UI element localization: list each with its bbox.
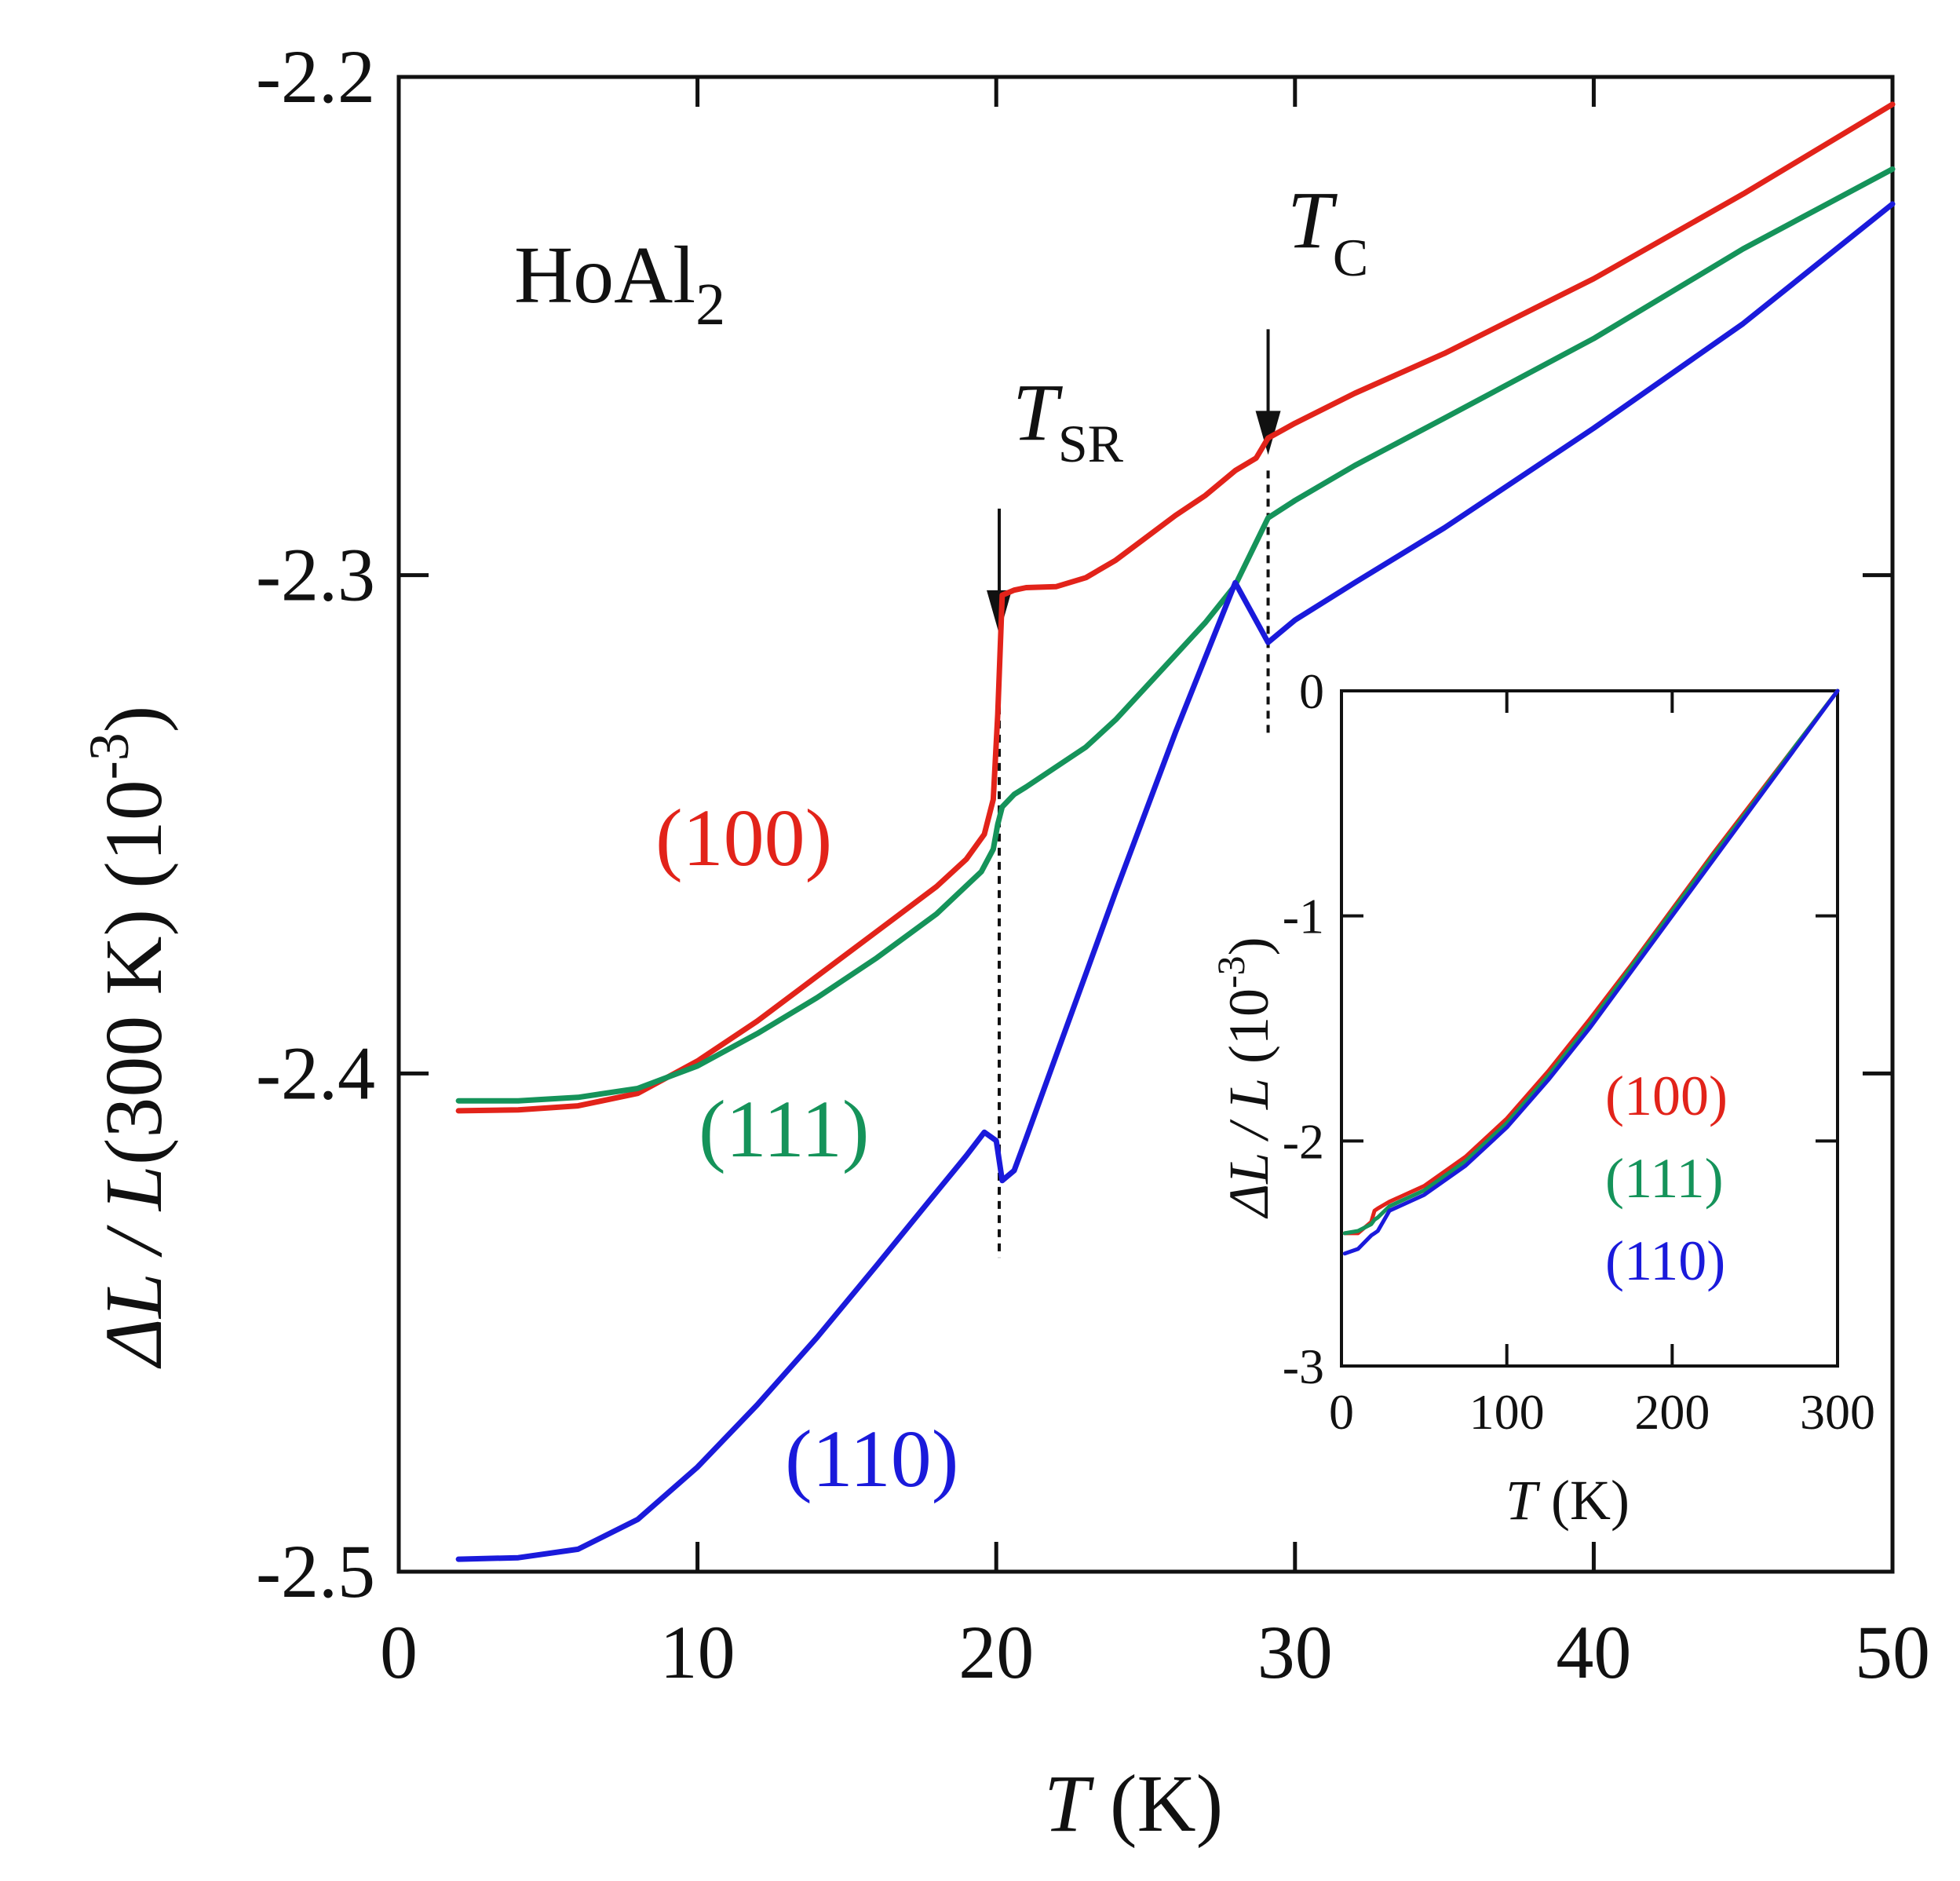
- inset-y-tick-label: -2: [1283, 1113, 1324, 1169]
- inset-ticks: 0 100 200 300 -3 -2 -1 0: [1283, 663, 1875, 1440]
- y-axis-title: ΔL / L(300 K) (10-3): [78, 706, 179, 1369]
- tc-annotation: TC: [1287, 175, 1368, 287]
- inset-series-label-100: (100): [1605, 1065, 1728, 1127]
- series-line-100: [455, 101, 1896, 1114]
- x-tick-label: 50: [1855, 1610, 1930, 1694]
- inset-series-line-110: [1342, 688, 1840, 1256]
- series-line-111: [455, 166, 1896, 1104]
- x-tick-label: 30: [1257, 1610, 1333, 1694]
- y-tick-label: -2.4: [256, 1031, 375, 1115]
- inset-series: [1342, 688, 1840, 1256]
- inset-x-tick-label: 200: [1634, 1384, 1710, 1440]
- tsr-subscript: SR: [1058, 414, 1124, 473]
- series-label-111: (111): [699, 1084, 870, 1174]
- main-plot-frame: [396, 75, 1895, 1574]
- inset-y-axis-title: ΔL / L (10-3): [1209, 937, 1280, 1219]
- x-tick-label: 10: [660, 1610, 735, 1694]
- inset-x-tick-label: 300: [1800, 1384, 1875, 1440]
- tsr-annotation: TSR: [1013, 367, 1124, 473]
- inset-y-tick-label: 0: [1299, 663, 1324, 719]
- series-line-110: [455, 201, 1896, 1562]
- x-tick-label: 40: [1556, 1610, 1631, 1694]
- inset-x-axis-title: T (K): [1506, 1469, 1630, 1532]
- main-annotations: [987, 329, 1281, 1258]
- inset-x-tick-label: 100: [1469, 1384, 1545, 1440]
- inset-y-tick-label: -1: [1283, 889, 1324, 944]
- inset-y-tick-label: -3: [1283, 1339, 1324, 1394]
- compound-label: HoAl2: [514, 230, 725, 338]
- main-ticks: 0 10 20 30 40 50-2.5-2.4-2.3-2.2: [256, 35, 1930, 1694]
- inset-series-line-111: [1342, 688, 1840, 1236]
- series-label-110: (110): [785, 1414, 958, 1504]
- inset-plot: 0 100 200 300 -3 -2 -1 0 (100) (111) (110) T (K…: [1209, 663, 1875, 1532]
- y-axis-exponent: -3: [78, 732, 141, 780]
- inset-y-axis-exponent: -3: [1209, 955, 1253, 988]
- tc-subscript: C: [1333, 228, 1368, 287]
- compound-subscript: 2: [695, 272, 725, 338]
- inset-series-label-111: (111): [1605, 1147, 1724, 1210]
- main-series: [455, 101, 1896, 1562]
- series-label-100: (100): [655, 793, 832, 883]
- inset-series-label-110: (110): [1605, 1229, 1725, 1292]
- y-tick-label: -2.2: [256, 35, 375, 119]
- x-tick-label: 20: [958, 1610, 1034, 1694]
- inset-x-tick-label: 0: [1329, 1384, 1354, 1440]
- tc-arrow-head: [1255, 411, 1281, 455]
- y-tick-label: -2.3: [256, 533, 375, 617]
- main-plot: 0 10 20 30 40 50-2.5-2.4-2.3-2.2 HoAl2 TSR TC…: [78, 35, 1930, 1849]
- y-tick-label: -2.5: [256, 1529, 375, 1613]
- x-tick-label: 0: [380, 1610, 418, 1694]
- x-axis-title: T (K): [1044, 1759, 1223, 1849]
